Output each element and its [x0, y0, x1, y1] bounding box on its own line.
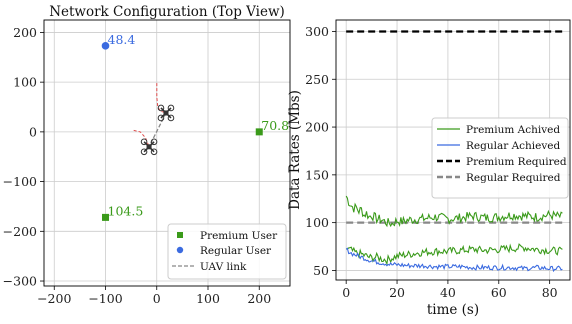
x-tick-label: −100 [88, 291, 122, 306]
legend-box [431, 117, 569, 199]
x-tick-label: 100 [196, 291, 220, 306]
drone-rotor [140, 148, 148, 156]
x-tick-label: 200 [247, 291, 271, 306]
legend-regular-achieved-label: Regular Achieved [466, 140, 561, 152]
drone-icon [140, 138, 158, 156]
y-tick-label: 0 [29, 124, 37, 139]
series-line-premium-upper [345, 195, 563, 228]
regular-user-rate-label: 48.4 [108, 32, 136, 47]
drone-rotor [167, 104, 175, 112]
y-tick-label: 300 [305, 24, 329, 39]
x-tick-label: 0 [153, 291, 161, 306]
x-tick-label: 60 [491, 285, 507, 300]
series-line-regular [345, 247, 563, 273]
x-tick-label: 40 [440, 285, 456, 300]
x-tick-label: −200 [37, 291, 71, 306]
uav-trajectory [156, 83, 167, 114]
drone-rotor [150, 138, 158, 146]
y-tick-label: −100 [3, 174, 37, 189]
y-tick-label: 100 [13, 75, 37, 90]
y-tick-label: 100 [305, 215, 329, 230]
legend-premium-achieved-label: Premium Achived [466, 124, 560, 136]
y-tick-label: 250 [305, 72, 329, 87]
x-tick-label: 80 [542, 285, 558, 300]
drone-rotor [150, 148, 158, 156]
network-topology-plot: Network Configuration (Top View) −200 −100… [3, 4, 291, 306]
y-tick-label: −300 [3, 274, 37, 289]
chart-title: Network Configuration (Top View) [49, 4, 285, 20]
drone-rotor [157, 114, 165, 122]
premium-user-rate-label: 104.5 [108, 203, 144, 218]
premium-user-rate-label: 70.8 [261, 118, 289, 133]
legend-premium-marker [177, 232, 183, 238]
data-rate-plot: 0 20 40 60 80 50 100 150 200 250 300 Premium Achive… [287, 19, 571, 318]
x-tick-label: 20 [389, 285, 405, 300]
legend-regular-marker [176, 246, 184, 254]
premium-user-marker [102, 213, 109, 221]
y-tick-label: 50 [313, 263, 329, 278]
x-tick-label: 0 [342, 285, 350, 300]
drone-rotor [157, 104, 165, 112]
x-axis-label: time (s) [427, 302, 479, 318]
premium-user-marker [255, 128, 263, 136]
legend-premium-label: Premium User [200, 230, 278, 242]
regular-user-marker [101, 42, 110, 50]
plot-frame [43, 19, 291, 287]
plot-frame [335, 19, 571, 281]
drone-body [146, 144, 152, 150]
drone-body [163, 110, 169, 116]
y-tick-label: −200 [3, 224, 37, 239]
legend: Premium User Regular User UAV link [167, 223, 287, 280]
y-tick-label: 200 [13, 25, 37, 40]
y-axis-label: Data Rates (Mbs) [287, 90, 303, 210]
y-tick-label: 150 [305, 167, 329, 182]
legend-premium-required-label: Premium Required [466, 156, 567, 168]
uav-link-line [148, 112, 167, 148]
legend: Premium Achived Regular Achieved Premium R… [431, 117, 569, 199]
drone-rotor [167, 114, 175, 122]
drone-icon [157, 104, 175, 122]
drone-rotor [140, 138, 148, 146]
uav-trajectory [133, 129, 150, 147]
legend-link-label: UAV link [200, 261, 247, 273]
legend-regular-required-label: Regular Required [466, 172, 561, 184]
series-line-premium-lower [346, 243, 563, 266]
legend-regular-label: Regular User [200, 245, 272, 257]
y-tick-label: 200 [305, 120, 329, 135]
legend-box [167, 223, 287, 280]
